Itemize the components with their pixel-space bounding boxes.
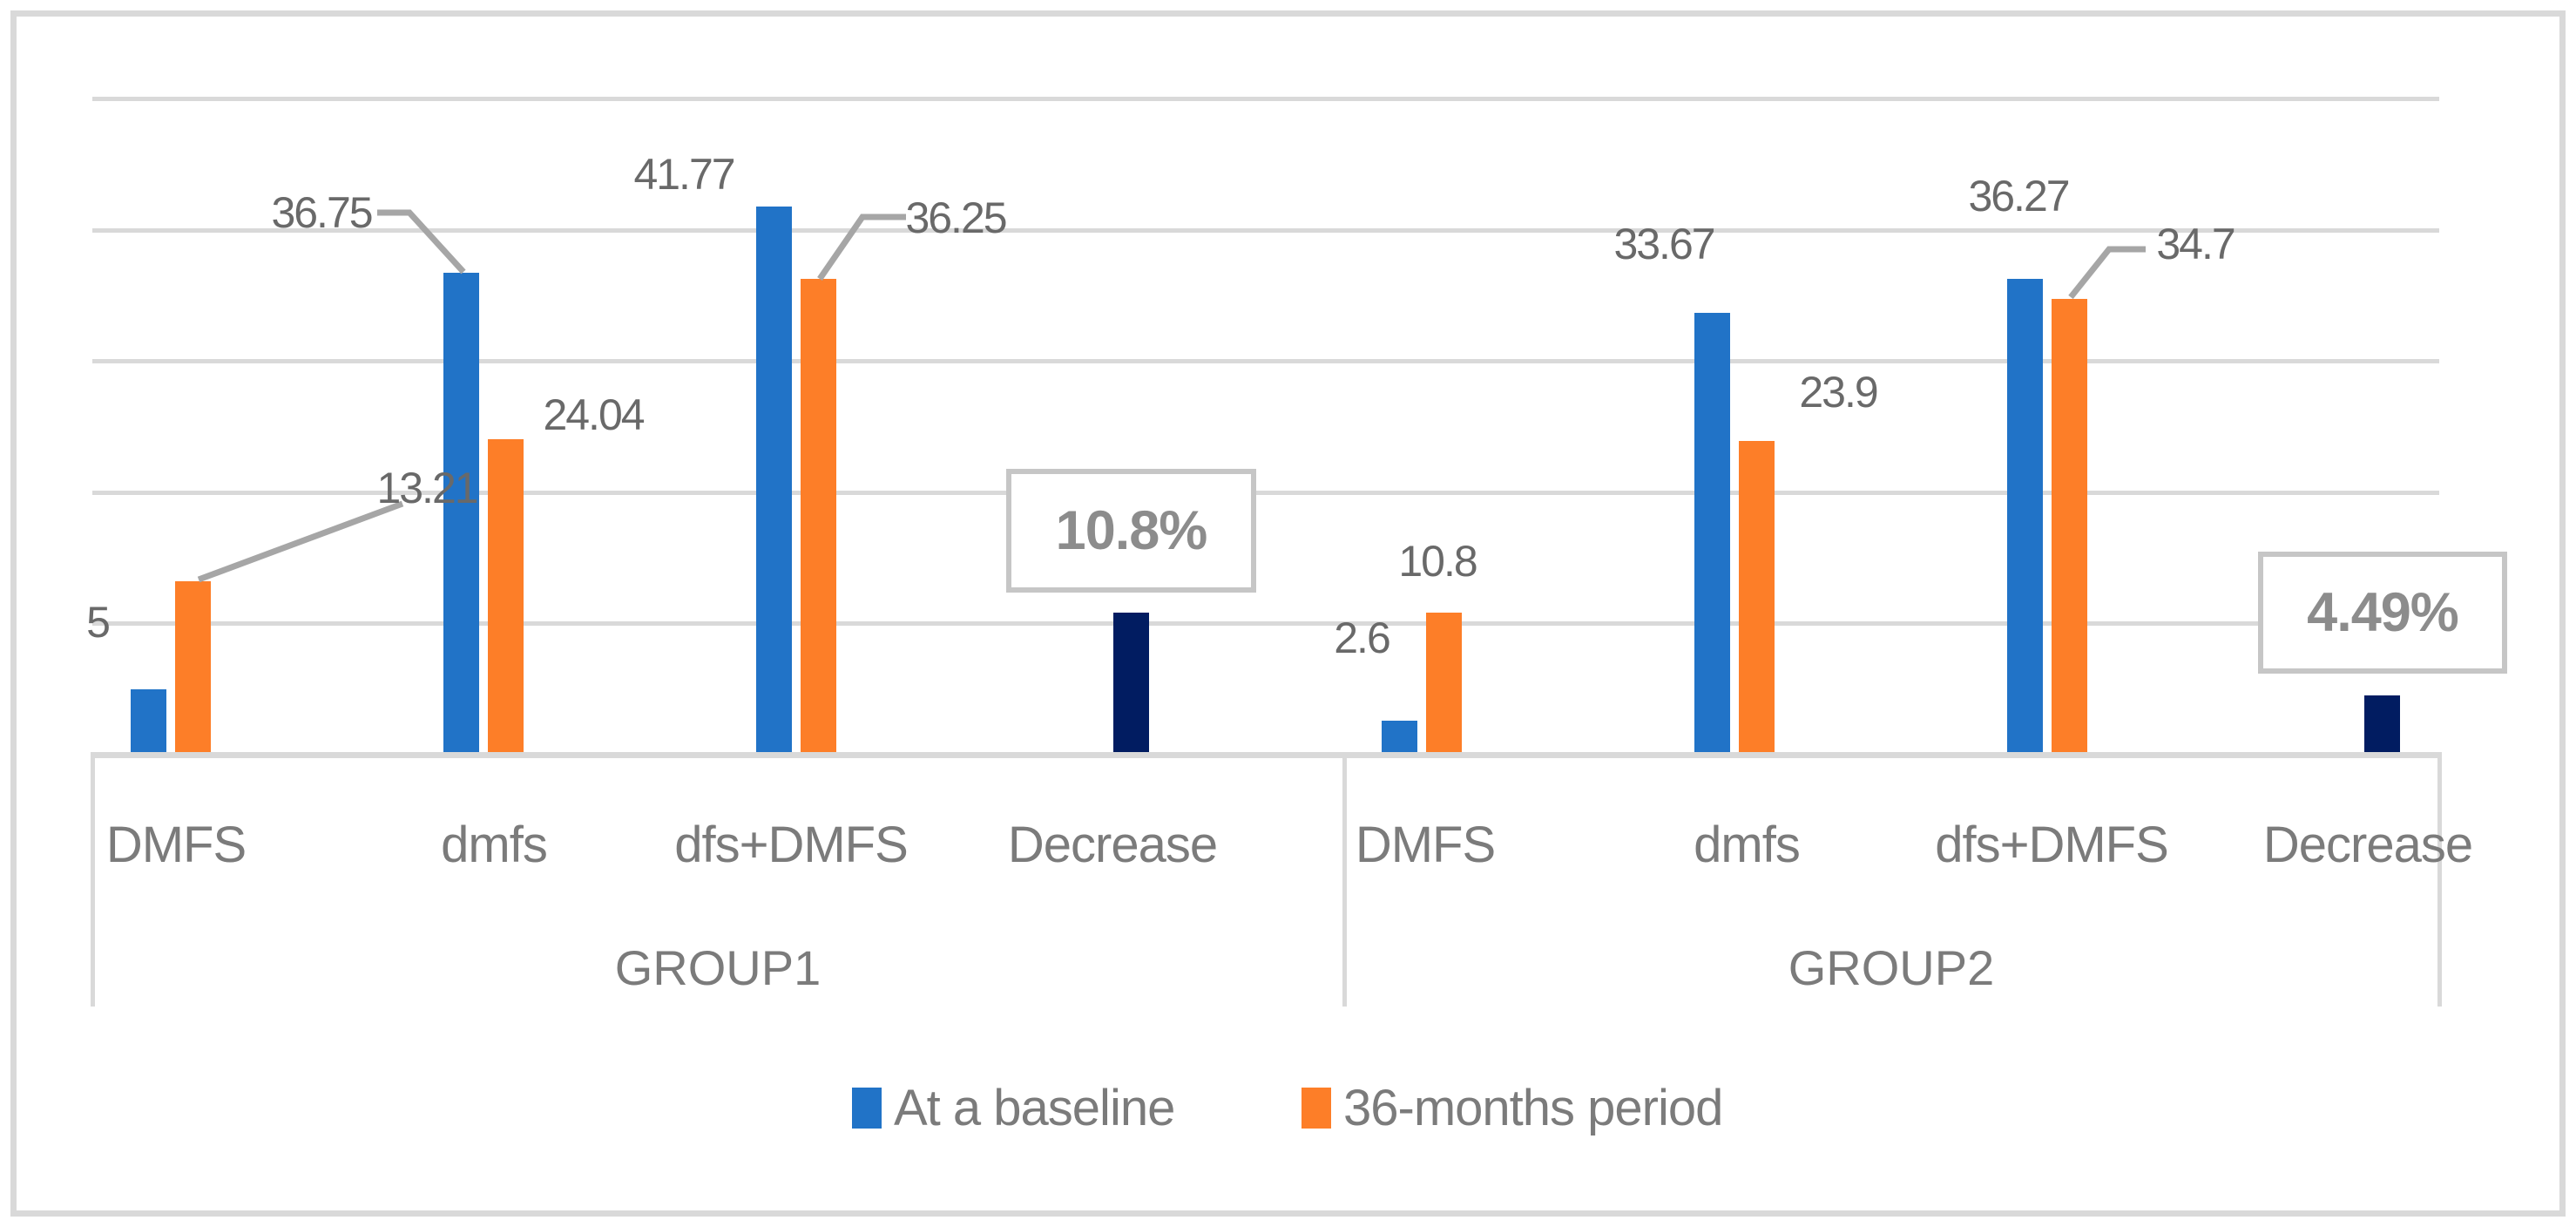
data-label-g2-c2-s0: 36.27: [1968, 172, 2070, 220]
bar-decrease-slot3: [1113, 613, 1149, 755]
axis-group-separator: [1342, 752, 1347, 1007]
category-label-dmfs-g1: dmfs: [441, 817, 548, 873]
bar-36-months-period-slot1: [488, 439, 524, 755]
category-label-dfs-dmfs-g2: dfs+DMFS: [1935, 817, 2169, 873]
data-label-g2-c0-s0: 2.6: [1334, 614, 1391, 662]
category-label-dmfs-g2: dmfs: [1694, 817, 1801, 873]
data-label-g2-c0-s1: 10.8: [1398, 537, 1477, 586]
bar-at-a-baseline-slot5: [1694, 313, 1730, 755]
gridline-30: [92, 359, 2439, 363]
data-label-g1-c0-s1: 13.21: [376, 464, 478, 512]
bar-36-months-period-slot4: [1426, 613, 1462, 755]
category-label-decrease-g1: Decrease: [1007, 817, 1218, 873]
gridline-10: [92, 621, 2439, 626]
bar-at-a-baseline-slot6: [2007, 279, 2043, 755]
gridline-50: [92, 97, 2439, 101]
boxed-label-decrease-group1: 10.8%: [1006, 469, 1256, 593]
x-axis-line: [92, 752, 2439, 758]
bar-at-a-baseline-slot0: [131, 689, 166, 755]
legend-label-36months: 36-months period: [1343, 1080, 1723, 1136]
category-label-decrease-g2: Decrease: [2262, 817, 2473, 873]
data-label-leader-line: [817, 214, 906, 281]
legend-swatch-baseline-icon: [852, 1088, 882, 1129]
bar-at-a-baseline-slot4: [1382, 721, 1417, 755]
bar-36-months-period-slot2: [801, 279, 836, 755]
axis-group-separator: [2437, 752, 2442, 1007]
data-label-leader-line: [197, 500, 404, 583]
data-label-leader-line: [2068, 246, 2146, 300]
data-label-leader-line: [377, 209, 466, 275]
category-label-dmfs-g1: DMFS: [105, 817, 247, 873]
data-label-g1-c1-s0: 36.75: [271, 188, 373, 237]
bar-at-a-baseline-slot2: [756, 207, 792, 755]
data-label-g2-c1-s0: 33.67: [1613, 220, 1715, 268]
data-label-g1-c0-s0: 5: [86, 598, 111, 647]
boxed-label-decrease-group2: 4.49%: [2258, 552, 2507, 674]
category-label-dfs-dmfs-g1: dfs+DMFS: [674, 817, 909, 873]
bar-36-months-period-slot5: [1739, 441, 1775, 755]
category-label-dmfs-g2: DMFS: [1355, 817, 1496, 873]
data-label-g1-c2-s0: 41.77: [633, 150, 735, 199]
data-label-g1-c1-s1: 24.04: [543, 390, 645, 439]
data-label-g2-c2-s1: 34.7: [2156, 220, 2235, 268]
bar-at-a-baseline-slot1: [443, 273, 479, 755]
legend-item-baseline: At a baseline: [852, 1079, 1175, 1137]
data-label-g1-c2-s1: 36.25: [905, 193, 1007, 242]
bar-decrease-slot7: [2364, 695, 2400, 755]
legend-swatch-36months-icon: [1302, 1088, 1331, 1129]
axis-group-separator: [91, 752, 95, 1007]
data-label-g2-c1-s1: 23.9: [1799, 368, 1878, 417]
legend-item-36months: 36-months period: [1302, 1079, 1723, 1137]
gridline-20: [92, 491, 2439, 495]
bar-36-months-period-slot0: [175, 581, 211, 755]
group-label-group1: GROUP1: [614, 940, 821, 995]
bar-36-months-period-slot6: [2052, 299, 2087, 755]
gridline-40: [92, 228, 2439, 233]
legend-label-baseline: At a baseline: [894, 1080, 1175, 1136]
group-label-group2: GROUP2: [1788, 940, 1995, 995]
